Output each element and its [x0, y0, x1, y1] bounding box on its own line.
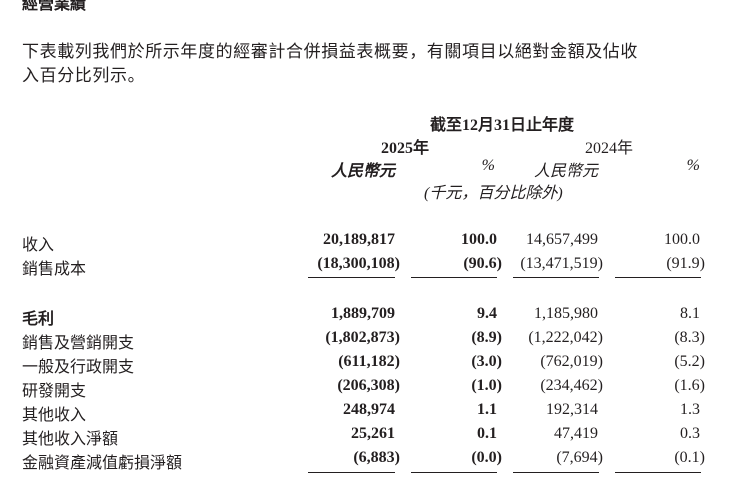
- value-2025-pct: (1.0): [471, 377, 502, 394]
- row-label: 毛利: [22, 311, 55, 328]
- value-2025-rmb: (206,308): [337, 377, 400, 394]
- value-2024-pct: 1.3: [680, 401, 700, 418]
- underline: [411, 472, 497, 473]
- value-2024-pct: (1.6): [674, 377, 705, 394]
- row-label: 銷售成本: [22, 261, 87, 278]
- value-2024-rmb: 192,314: [546, 401, 598, 418]
- value-2025-rmb: 25,261: [351, 425, 395, 442]
- row-label: 一般及行政開支: [22, 359, 135, 376]
- value-2024-rmb: (13,471,519): [520, 255, 603, 272]
- row-label: 銷售及營銷開支: [22, 335, 135, 352]
- col-header-rmb-2024: 人民幣元: [533, 163, 598, 180]
- table-row: 一般及行政開支 (611,182) (3.0) (762,019) (5.2): [0, 353, 730, 377]
- value-2024-pct: (91.9): [666, 255, 705, 272]
- value-2025-rmb: 248,974: [343, 401, 395, 418]
- row-label: 其他收入淨額: [22, 431, 119, 448]
- value-2025-rmb: (611,182): [338, 353, 400, 370]
- table-row: 銷售及營銷開支 (1,802,873) (8.9) (1,222,042) (8.3): [0, 329, 730, 353]
- value-2024-pct: (8.3): [674, 329, 705, 346]
- table-row: 其他收入 248,974 1.1 192,314 1.3: [0, 401, 730, 425]
- value-2025-rmb: (6,883): [353, 449, 400, 466]
- value-2024-rmb: 47,419: [554, 425, 598, 442]
- intro-line-1: 下表載列我們於所示年度的經審計合併損益表概要，有關項目以絕對金額及佔收: [22, 42, 638, 61]
- row-label: 其他收入: [22, 407, 87, 424]
- value-2025-pct: (8.9): [471, 329, 502, 346]
- table-row: 研發開支 (206,308) (1.0) (234,462) (1.6): [0, 377, 730, 401]
- value-2025-pct: (0.0): [471, 449, 502, 466]
- value-2025-rmb: (18,300,108): [317, 255, 400, 272]
- value-2024-rmb: 14,657,499: [526, 231, 598, 248]
- value-2025-pct: 100.0: [461, 231, 497, 248]
- row-label: 收入: [22, 237, 55, 254]
- underline: [615, 277, 701, 278]
- underline: [513, 277, 599, 278]
- value-2024-pct: 8.1: [680, 305, 700, 322]
- value-2025-pct: 9.4: [477, 305, 497, 322]
- unit-note: (千元，百分比除外): [424, 185, 563, 202]
- intro-line-2: 入百分比列示。: [22, 66, 146, 85]
- col-header-pct-2025: %: [481, 157, 495, 174]
- row-label: 研發開支: [22, 383, 87, 400]
- value-2024-pct: (0.1): [674, 449, 705, 466]
- value-2024-rmb: (234,462): [540, 377, 603, 394]
- value-2024-pct: 100.0: [664, 231, 700, 248]
- table-row: 其他收入淨額 25,261 0.1 47,419 0.3: [0, 425, 730, 449]
- value-2024-rmb: (762,019): [540, 353, 603, 370]
- row-label: 金融資產減值虧損淨額: [22, 455, 183, 472]
- underline: [308, 472, 395, 473]
- value-2025-pct: (90.6): [463, 255, 502, 272]
- underline: [615, 472, 701, 473]
- table-row: 毛利 1,889,709 9.4 1,185,980 8.1: [0, 305, 730, 329]
- value-2025-pct: 0.1: [477, 425, 497, 442]
- value-2024-pct: 0.3: [680, 425, 700, 442]
- value-2024-rmb: (7,694): [556, 449, 603, 466]
- table-row: 銷售成本 (18,300,108) (90.6) (13,471,519) (91.9): [0, 255, 730, 279]
- value-2024-rmb: 1,185,980: [534, 305, 598, 322]
- value-2025-rmb: 1,889,709: [331, 305, 395, 322]
- col-header-rmb-2025: 人民幣元: [330, 163, 395, 180]
- year-2024: 2024年: [584, 140, 633, 157]
- table-row: 收入 20,189,817 100.0 14,657,499 100.0: [0, 231, 730, 255]
- table-row: 金融資產減值虧損淨額 (6,883) (0.0) (7,694) (0.1): [0, 449, 730, 473]
- year-2025: 2025年: [380, 140, 429, 157]
- value-2025-rmb: 20,189,817: [323, 231, 395, 248]
- underline: [513, 472, 599, 473]
- section-title: 經營業績: [22, 0, 87, 13]
- underline: [308, 277, 395, 278]
- value-2025-pct: (3.0): [471, 353, 502, 370]
- period-header: 截至12月31日止年度: [430, 117, 575, 134]
- value-2025-pct: 1.1: [477, 401, 497, 418]
- value-2024-rmb: (1,222,042): [528, 329, 603, 346]
- underline: [411, 277, 497, 278]
- col-header-pct-2024: %: [686, 157, 700, 174]
- value-2025-rmb: (1,802,873): [325, 329, 400, 346]
- value-2024-pct: (5.2): [674, 353, 705, 370]
